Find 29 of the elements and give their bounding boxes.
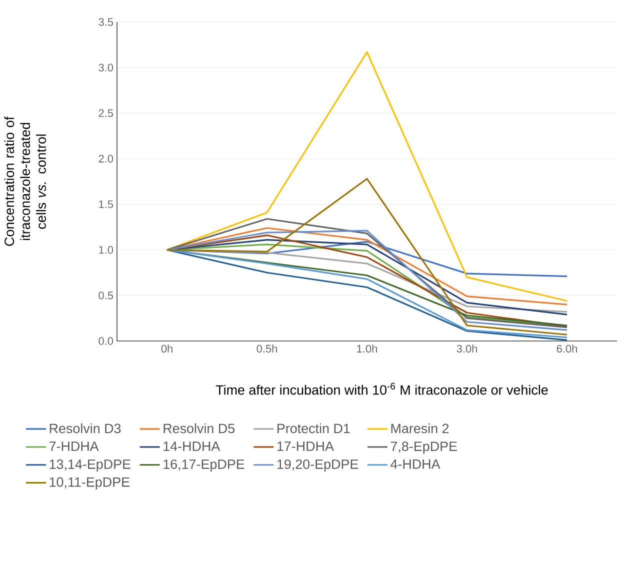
legend-label: 7-HDHA [49, 442, 99, 451]
line-series [166, 178, 568, 336]
y-tick-label: 0.0 [98, 337, 114, 345]
x-tick-label: 0h [161, 344, 172, 353]
legend-label: Maresin 2 [391, 423, 449, 434]
legend-label: 13,14-EpDPE [50, 459, 130, 472]
legend-label: 10,11-EpDPE [50, 477, 130, 490]
legend-label: 14-HDHA [164, 442, 220, 451]
x-tick-label: 0.5h [256, 344, 277, 353]
legend-label: Resolvin D5 [164, 423, 235, 434]
legend-label: Resolvin D3 [50, 423, 121, 434]
legend-label: 4-HDHA [390, 460, 440, 469]
x-tick-label: 6.0h [556, 344, 577, 353]
y-tick-label: 1.0 [99, 246, 114, 254]
legend-label: 7,8-EpDPE [390, 442, 457, 454]
y-tick-label: 3.0 [98, 64, 114, 72]
y-tick-label: 1.5 [99, 200, 114, 208]
legend-label: Protectin D1 [278, 423, 350, 434]
x-tick-label: 3.0h [456, 344, 477, 353]
legend-label: 19,20-EpDPE [277, 459, 358, 472]
x-axis-title: Time after incubation with 10$^{-6}$ M itraconazole or vehicle [216, 382, 548, 395]
y-tick-label: 2.0 [98, 154, 114, 163]
line-series [166, 51, 568, 302]
y-tick-label: 3.5 [98, 18, 114, 26]
legend-label: 17-HDHA [277, 442, 334, 451]
y-tick-label: 0.5 [98, 292, 114, 300]
legend-label: 16,17-EpDPE [164, 459, 244, 472]
x-tick-label: 1.0h [357, 344, 377, 353]
y-tick-label: 2.5 [98, 109, 114, 118]
